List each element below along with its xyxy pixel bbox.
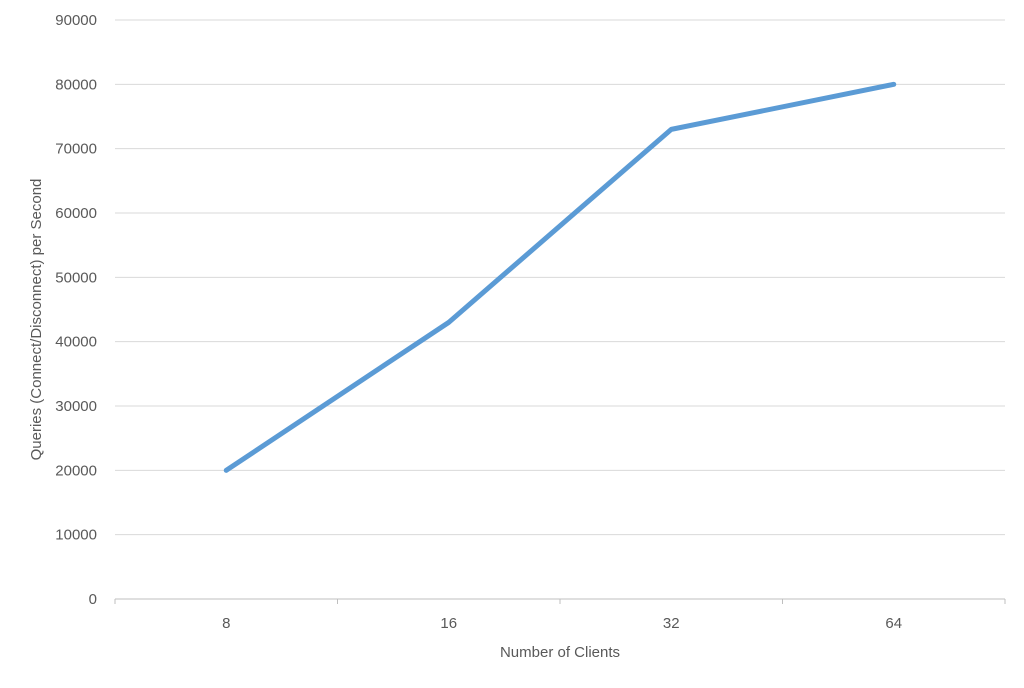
y-tick-label: 60000 xyxy=(55,205,97,222)
y-tick-label: 80000 xyxy=(55,76,97,93)
x-tick-label: 16 xyxy=(440,615,457,632)
y-tick-label: 0 xyxy=(89,591,97,608)
gridlines xyxy=(115,19,1005,536)
series-line xyxy=(223,81,897,473)
y-tick-label: 90000 xyxy=(55,12,97,29)
x-axis-tick-labels: 8 16 32 64 xyxy=(222,615,902,632)
y-axis-title: Queries (Connect/Disconnect) per Second xyxy=(28,179,45,461)
y-tick-label: 70000 xyxy=(55,141,97,158)
y-tick-label: 30000 xyxy=(55,398,97,415)
y-tick-label: 10000 xyxy=(55,527,97,544)
y-tick-label: 20000 xyxy=(55,462,97,479)
y-tick-label: 50000 xyxy=(55,269,97,286)
x-axis-title: Number of Clients xyxy=(500,644,620,661)
x-tick-label: 8 xyxy=(222,615,230,632)
x-axis xyxy=(114,598,1006,604)
x-tick-label: 32 xyxy=(663,615,680,632)
y-tick-label: 40000 xyxy=(55,334,97,351)
y-axis-tick-labels: 0 10000 20000 30000 40000 50000 60000 70000 8000… xyxy=(55,12,97,608)
x-tick-label: 64 xyxy=(885,615,902,632)
series-lines xyxy=(223,81,897,473)
